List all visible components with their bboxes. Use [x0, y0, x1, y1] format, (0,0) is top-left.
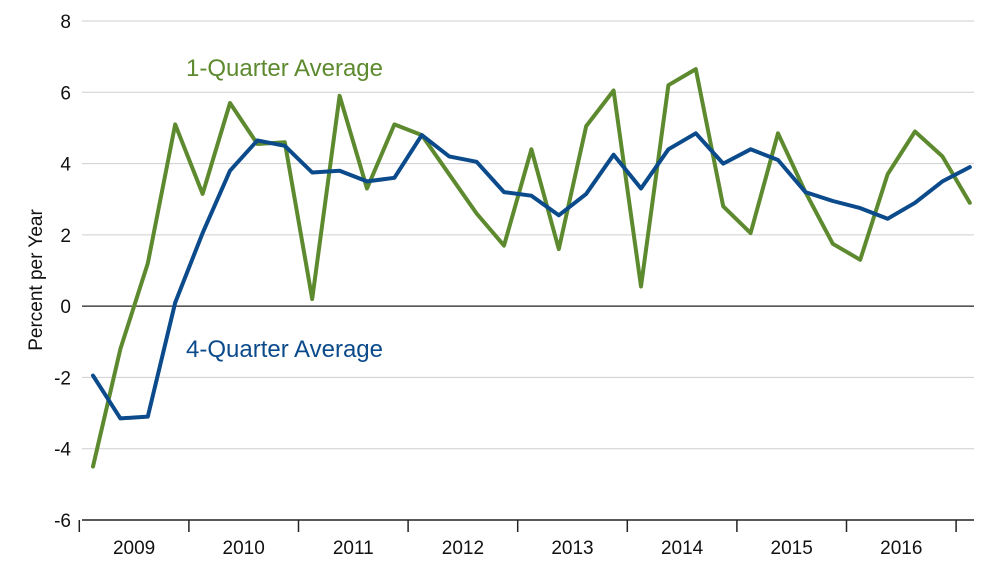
y-tick-label: 2 [60, 226, 71, 247]
x-axis-tick-labels: 2009 2010 2011 2012 2013 2014 2015 2016 [113, 538, 922, 559]
y-axis-title: Percent per Year [26, 209, 47, 351]
y-tick-label: 0 [60, 297, 71, 318]
x-tick-label: 2011 [333, 538, 374, 559]
y-tick-label: -4 [54, 440, 71, 461]
gridlines [82, 20, 974, 450]
y-axis-tick-labels: 8 6 4 2 0 -2 -4 -6 [54, 12, 71, 532]
x-axis [78, 519, 974, 532]
x-tick-label: 2016 [880, 538, 922, 559]
series-label-1-quarter-average: 1-Quarter Average [186, 55, 383, 82]
x-tick-label: 2013 [551, 538, 593, 559]
y-tick-label: 6 [60, 83, 71, 104]
x-tick-label: 2015 [771, 538, 813, 559]
x-tick-label: 2012 [442, 538, 484, 559]
series-line-four-quarter [91, 131, 972, 421]
y-tick-label: 4 [60, 155, 71, 176]
series-lines [91, 67, 972, 469]
x-tick-label: 2010 [223, 538, 265, 559]
y-tick-label: 8 [60, 12, 71, 33]
x-tick-label: 2014 [661, 538, 704, 559]
x-tick-label: 2009 [113, 538, 155, 559]
y-tick-label: -2 [54, 368, 71, 389]
series-line-one-quarter [91, 67, 972, 469]
y-tick-label: -6 [54, 511, 71, 532]
series-label-4-quarter-average: 4-Quarter Average [186, 336, 383, 363]
